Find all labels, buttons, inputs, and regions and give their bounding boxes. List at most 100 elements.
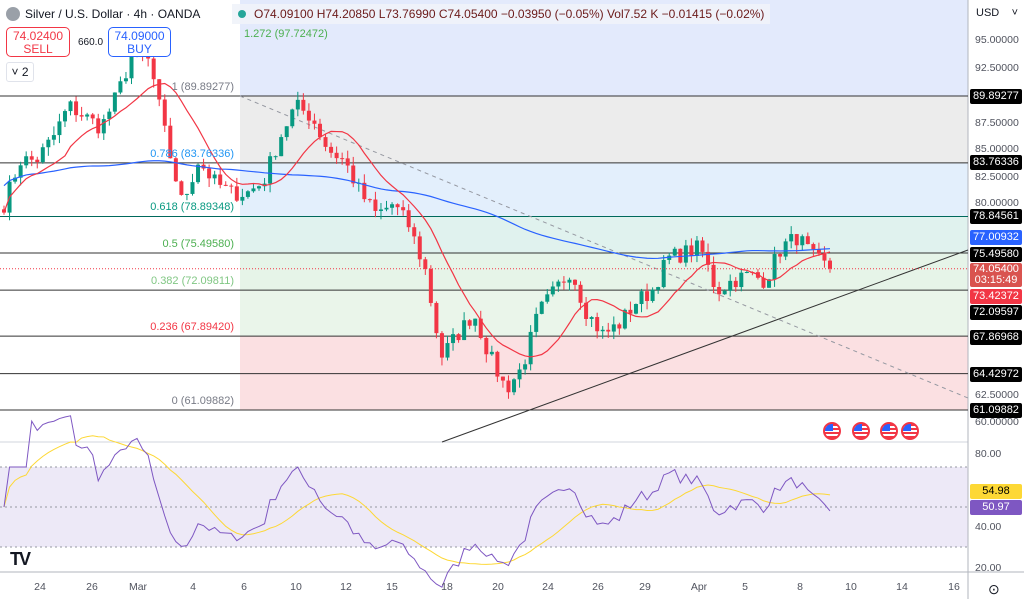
- us-flag-event-icon[interactable]: [852, 422, 870, 440]
- tradingview-logo[interactable]: TV: [10, 549, 31, 569]
- symbol-header[interactable]: Silver / U.S. Dollar · 4h · OANDA: [0, 4, 200, 24]
- candle-body: [401, 207, 406, 211]
- candle-body: [345, 158, 350, 166]
- candle-body: [439, 333, 444, 358]
- buy-price: 74.09000: [114, 29, 165, 43]
- candle-body: [528, 331, 533, 365]
- trendline-dashed: [239, 95, 969, 399]
- buy-button[interactable]: 74.09000 BUY: [108, 27, 171, 57]
- candle-body: [484, 338, 489, 355]
- silver-symbol-icon: [6, 7, 20, 21]
- candle-body: [778, 254, 783, 257]
- candle-body: [168, 125, 173, 159]
- currency-selector[interactable]: USD ˅: [972, 4, 1022, 22]
- candle-body: [733, 280, 738, 288]
- price-axis-label: 75.49580: [970, 247, 1022, 262]
- candle-body: [423, 259, 428, 269]
- rsi-tick: 40.00: [975, 521, 1002, 533]
- rsi-ma-label: 54.98: [970, 484, 1022, 499]
- candle-body: [650, 289, 655, 301]
- candle-body: [218, 174, 223, 185]
- candle-body: [561, 281, 566, 283]
- candle-body: [290, 109, 295, 127]
- candle-body: [534, 313, 539, 332]
- candle-body: [151, 58, 156, 80]
- candle-body: [101, 119, 106, 134]
- fib-level-label: 1 (89.89277): [171, 81, 234, 93]
- fib-level-label: 0.236 (67.89420): [150, 320, 234, 333]
- ma-slow-line: [3, 160, 831, 260]
- price-axis-label: 61.09882: [970, 403, 1022, 418]
- candle-body: [378, 209, 383, 211]
- candle-body: [645, 291, 650, 301]
- settings-icon[interactable]: ⊙: [988, 581, 1000, 597]
- candle-body: [184, 193, 189, 195]
- candle-body: [545, 294, 550, 302]
- last-price: 74.05400: [973, 263, 1019, 275]
- candle-body: [90, 114, 95, 119]
- price-tick: 60.00000: [975, 416, 1019, 428]
- candle-body: [74, 101, 79, 116]
- fib-zone: [240, 96, 968, 163]
- candle-body: [517, 369, 522, 380]
- candle-body: [284, 126, 289, 138]
- candle-body: [223, 184, 228, 186]
- fib-zone: [240, 252, 968, 291]
- time-tick: 15: [386, 581, 398, 593]
- price-tick: 62.50000: [975, 389, 1019, 401]
- sell-button[interactable]: 74.02400 SELL: [6, 27, 70, 57]
- candle-body: [362, 182, 367, 200]
- candle-body: [628, 309, 633, 314]
- chevron-down-icon: ˅: [1011, 7, 1018, 19]
- fib-zone: [240, 290, 968, 336]
- time-tick: 10: [290, 581, 302, 593]
- candle-body: [728, 280, 733, 291]
- candle-body: [589, 317, 594, 319]
- candle-body: [40, 147, 45, 163]
- price-axis-label: 83.76336: [970, 155, 1022, 170]
- candle-body: [722, 290, 727, 295]
- candle-body: [295, 99, 300, 110]
- candle-body: [805, 236, 810, 245]
- candle-body: [317, 123, 322, 138]
- candle-body: [744, 271, 749, 273]
- candle-body: [700, 240, 705, 252]
- candle-body: [412, 227, 417, 237]
- candle-body: [595, 317, 600, 332]
- us-flag-event-icon[interactable]: [880, 422, 898, 440]
- candle-body: [816, 249, 821, 254]
- time-tick: 16: [948, 581, 960, 593]
- fib-extension-label: 1.272 (97.72472): [244, 28, 328, 40]
- rsi-tick: 20.00: [975, 562, 1002, 574]
- time-tick: 24: [542, 581, 554, 593]
- candle-body: [478, 318, 483, 339]
- candle-body: [678, 248, 683, 263]
- candle-body: [689, 245, 694, 256]
- trendline-support: [441, 249, 969, 443]
- us-flag-event-icon[interactable]: [823, 422, 841, 440]
- us-flag-event-icon[interactable]: [901, 422, 919, 440]
- candle-body: [567, 279, 572, 283]
- bar-countdown: 03:15:49: [974, 274, 1018, 286]
- candle-body: [273, 156, 278, 158]
- candle-body: [617, 324, 622, 329]
- price-tick: 80.00000: [975, 197, 1019, 209]
- candle-body: [68, 101, 73, 112]
- candle-body: [739, 272, 744, 288]
- price-tick: 82.50000: [975, 171, 1019, 183]
- candle-body: [123, 78, 128, 82]
- time-tick: Apr: [690, 581, 708, 593]
- rsi-value-label: 50.97: [970, 500, 1022, 515]
- candle-body: [428, 268, 433, 303]
- candle-body: [329, 146, 334, 153]
- candle-body: [512, 379, 517, 393]
- last-price-label: 74.05400 03:15:49: [970, 263, 1022, 287]
- price-tick: 92.50000: [975, 62, 1019, 74]
- price-axis-label: 67.86968: [970, 330, 1022, 345]
- candle-body: [51, 135, 56, 140]
- candle-body: [495, 351, 500, 377]
- candle-body: [417, 236, 422, 260]
- collapse-indicators-button[interactable]: ˅ 2: [6, 62, 34, 82]
- price-axis-label: 64.42972: [970, 367, 1022, 382]
